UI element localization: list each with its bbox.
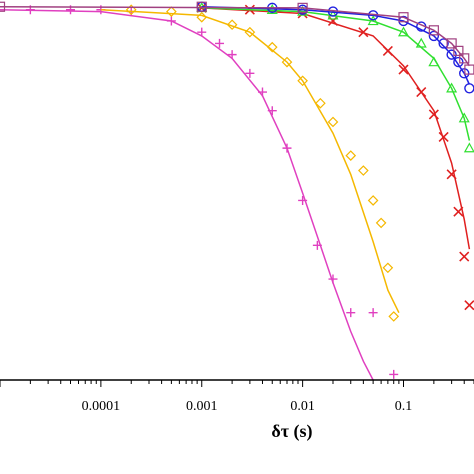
- data-point-1-9: [327, 116, 339, 128]
- data-point-1-12: [367, 195, 379, 206]
- data-point-4-12: [464, 83, 474, 94]
- data-point-5-7: [459, 53, 470, 64]
- data-point-0-6: [215, 38, 225, 48]
- data-point-3-10: [463, 142, 474, 153]
- fit-line-4: [201, 5, 471, 85]
- data-point-1-8: [315, 97, 326, 109]
- data-point-3-3: [327, 9, 339, 20]
- x-axis: 0.0001 0.001 0.01 0.1: [0, 379, 474, 414]
- data-point-1-10: [345, 150, 357, 161]
- data-point-1-11: [358, 165, 369, 176]
- fit-line-2: [201, 7, 471, 250]
- data-point-2-8: [428, 109, 439, 120]
- data-point-1-6: [281, 56, 293, 68]
- data-point-5-5: [446, 38, 457, 49]
- x-tick-label: 0.0001: [82, 399, 121, 414]
- data-point-4-10: [453, 56, 464, 68]
- x-tick-label: 0.1: [395, 399, 413, 414]
- series-1: [100, 4, 400, 322]
- data-point-4-7: [428, 30, 440, 42]
- x-tick-label: 0.01: [290, 399, 315, 414]
- data-point-1-5: [266, 41, 278, 53]
- data-point-0-17: [389, 369, 399, 379]
- data-point-1-14: [382, 262, 394, 274]
- data-point-4-9: [446, 49, 457, 60]
- data-point-3-9: [458, 112, 470, 123]
- data-marks: [0, 1, 474, 381]
- data-point-0-14: [328, 274, 338, 284]
- data-point-4-11: [459, 68, 470, 79]
- x-axis-label: δτ (s): [271, 421, 312, 442]
- data-point-1-2: [196, 11, 208, 23]
- series-4: [196, 1, 474, 94]
- fit-line-0: [0, 8, 374, 381]
- data-point-0-12: [298, 195, 308, 205]
- data-point-5-0: [0, 1, 6, 12]
- data-point-2-9: [438, 131, 449, 142]
- data-point-1-0: [125, 4, 137, 16]
- data-point-2-10: [446, 169, 457, 180]
- data-point-1-15: [388, 311, 400, 322]
- data-point-4-8: [438, 38, 449, 49]
- data-point-3-4: [367, 15, 379, 26]
- data-point-3-8: [446, 82, 458, 93]
- data-point-2-11: [453, 206, 464, 217]
- fit-line-1: [100, 8, 400, 314]
- data-point-2-7: [416, 86, 427, 98]
- data-point-3-2: [297, 5, 309, 16]
- data-point-3-6: [415, 37, 427, 48]
- data-point-1-7: [297, 75, 308, 87]
- data-point-5-1: [196, 1, 207, 12]
- data-point-3-5: [397, 26, 410, 37]
- series-5: [0, 1, 474, 75]
- data-point-5-3: [398, 12, 409, 23]
- data-point-5-2: [297, 2, 308, 13]
- data-point-2-13: [464, 300, 474, 311]
- data-point-1-1: [166, 6, 177, 17]
- data-point-1-3: [226, 19, 238, 31]
- series-2: [196, 2, 474, 311]
- data-point-0-4: [166, 16, 176, 26]
- data-point-1-13: [375, 217, 387, 229]
- data-point-0-15: [346, 308, 356, 318]
- data-point-2-5: [382, 45, 393, 56]
- data-point-0-16: [368, 308, 378, 318]
- data-point-0-8: [245, 68, 255, 78]
- data-point-2-12: [459, 251, 470, 262]
- fit-line-5: [0, 5, 471, 67]
- data-point-2-4: [358, 27, 369, 38]
- data-point-5-4: [428, 25, 439, 36]
- data-point-2-3: [327, 15, 339, 27]
- data-point-0-13: [312, 240, 322, 250]
- data-point-0-10: [267, 106, 277, 116]
- fit-line-3: [201, 7, 471, 141]
- data-point-1-4: [244, 26, 256, 38]
- data-point-0-11: [282, 143, 292, 153]
- x-tick-label: 0.001: [186, 399, 218, 414]
- data-point-0-9: [257, 87, 267, 97]
- data-point-0-5: [197, 27, 207, 37]
- data-point-3-7: [428, 56, 440, 67]
- data-point-2-6: [398, 64, 409, 75]
- data-point-0-7: [227, 50, 237, 60]
- data-point-5-6: [453, 45, 464, 56]
- series-0: [0, 5, 399, 381]
